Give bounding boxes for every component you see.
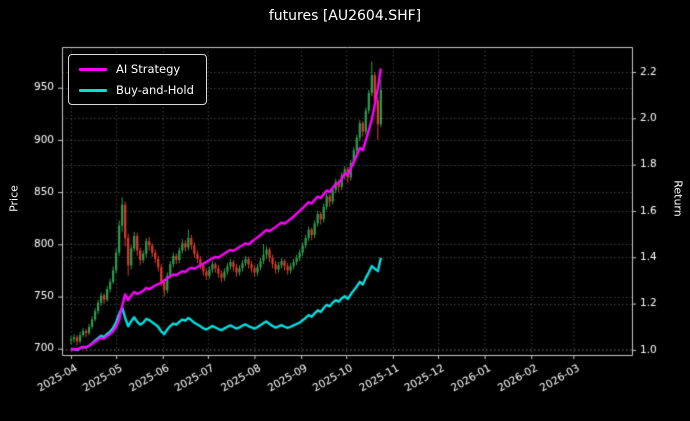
legend-label: AI Strategy: [116, 62, 181, 76]
buy-and-hold-line-swatch: [79, 88, 107, 92]
right-axis-label: Return: [671, 180, 685, 217]
legend-label: Buy-and-Hold: [116, 83, 194, 97]
ai-strategy-line-swatch: [79, 67, 107, 71]
legend: AI Strategy Buy-and-Hold: [68, 54, 207, 105]
legend-item-buy-and-hold: Buy-and-Hold: [79, 83, 194, 97]
legend-item-ai-strategy: AI Strategy: [79, 62, 194, 76]
left-axis-label: Price: [7, 185, 21, 212]
chart-title: futures [AU2604.SHF]: [268, 8, 422, 24]
